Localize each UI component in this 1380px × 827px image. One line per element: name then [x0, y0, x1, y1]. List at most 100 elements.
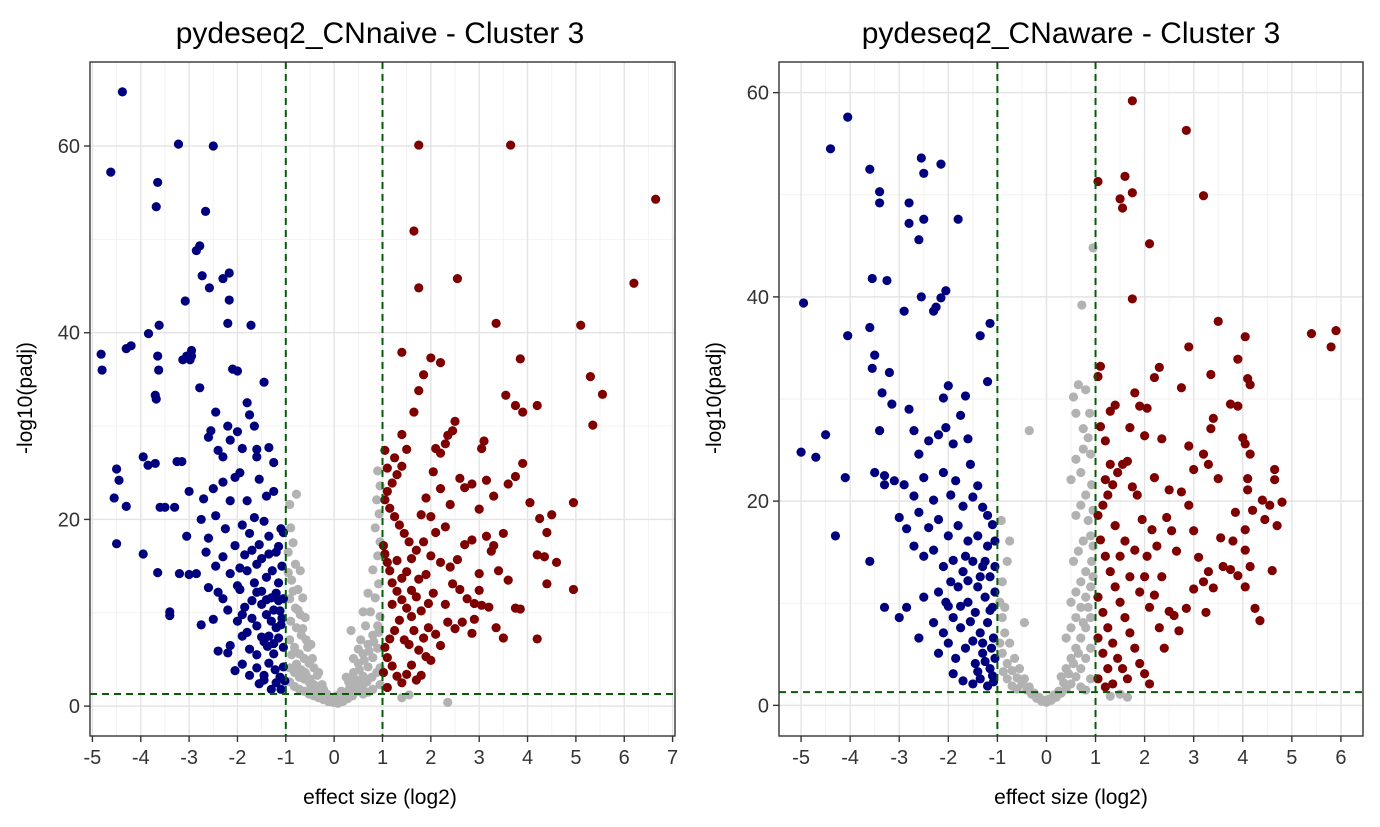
point-up — [389, 453, 400, 463]
point-down — [165, 607, 175, 617]
point-down — [203, 582, 214, 593]
point-up — [416, 606, 426, 616]
point-up — [477, 443, 487, 454]
point-up — [1142, 403, 1152, 413]
point-ns — [1076, 633, 1086, 643]
point-ns — [1054, 686, 1064, 696]
point-down — [894, 512, 904, 523]
point-up — [1247, 505, 1258, 515]
point-down — [223, 421, 233, 431]
point-up — [1149, 473, 1160, 483]
point-up — [1108, 679, 1118, 689]
point-down — [938, 561, 949, 572]
point-up — [510, 471, 521, 482]
point-ns — [373, 551, 383, 561]
point-ns — [1086, 643, 1096, 653]
point-down — [269, 457, 279, 468]
point-ns — [370, 593, 380, 603]
point-ns — [363, 588, 373, 598]
point-up — [474, 585, 484, 595]
point-ns — [1076, 467, 1086, 478]
point-down — [151, 202, 161, 212]
point-ns — [291, 489, 302, 499]
point-down — [224, 295, 234, 305]
x-tick-label: 0 — [1041, 747, 1052, 769]
point-up — [493, 566, 504, 576]
point-down — [955, 623, 966, 633]
point-up — [651, 194, 661, 204]
point-up — [435, 448, 446, 458]
point-down — [276, 684, 286, 694]
point-up — [1162, 512, 1172, 523]
point-down — [928, 306, 939, 316]
point-down — [154, 365, 164, 375]
x-tick-label: 7 — [667, 747, 678, 769]
point-down — [875, 187, 885, 197]
point-up — [1100, 436, 1110, 446]
point-up — [1198, 191, 1209, 201]
point-ns — [998, 667, 1008, 677]
point-down — [938, 393, 949, 403]
point-ns — [301, 670, 311, 680]
x-tick-label: -4 — [841, 747, 859, 769]
point-down — [97, 365, 107, 375]
point-ns — [307, 653, 317, 664]
point-up — [1103, 623, 1113, 633]
point-ns — [1009, 653, 1020, 663]
point-ns — [404, 690, 414, 700]
point-up — [387, 661, 397, 671]
point-down — [894, 612, 904, 623]
point-ns — [287, 575, 297, 585]
point-up — [1164, 485, 1174, 495]
point-down — [982, 377, 993, 387]
point-up — [1245, 380, 1255, 390]
point-down — [247, 613, 257, 623]
point-up — [1331, 325, 1341, 336]
point-down — [968, 636, 978, 646]
point-down — [154, 320, 164, 330]
point-ns — [1078, 424, 1088, 434]
point-down — [987, 520, 998, 530]
point-up — [1270, 464, 1280, 475]
point-up — [551, 557, 562, 567]
point-down — [988, 633, 999, 643]
point-down — [269, 649, 279, 659]
point-up — [462, 594, 472, 604]
point-ns — [1066, 597, 1076, 607]
point-down — [237, 659, 247, 669]
point-ns — [372, 495, 382, 505]
point-up — [414, 385, 424, 396]
point-down — [975, 674, 985, 684]
point-up — [1265, 500, 1275, 510]
panel-cnaware: -5 -4 -3 -2 -1 0 1 2 3 4 5 60204060pydeseq2_CNaware… — [703, 17, 1364, 809]
point-down — [230, 666, 240, 676]
point-down — [870, 467, 880, 478]
point-up — [1149, 372, 1160, 383]
point-down — [213, 587, 223, 597]
point-up — [1144, 239, 1155, 249]
point-up — [392, 470, 402, 480]
point-down — [953, 521, 963, 531]
point-up — [1240, 332, 1250, 342]
point-ns — [345, 683, 355, 693]
point-down — [240, 550, 250, 560]
point-up — [382, 682, 392, 693]
point-up — [1189, 526, 1199, 536]
point-up — [385, 503, 395, 513]
point-down — [225, 496, 235, 506]
point-down — [875, 198, 885, 208]
point-up — [382, 557, 392, 567]
point-down — [948, 439, 958, 449]
x-tick-label: 2 — [1139, 747, 1150, 769]
point-ns — [1081, 653, 1091, 663]
point-ns — [293, 605, 303, 615]
point-up — [1100, 682, 1110, 692]
point-up — [1184, 500, 1194, 510]
x-tick-label: 4 — [1237, 747, 1248, 769]
point-up — [498, 633, 508, 643]
point-up — [1095, 361, 1106, 371]
x-tick-label: 5 — [570, 747, 581, 769]
point-ns — [1066, 623, 1076, 633]
